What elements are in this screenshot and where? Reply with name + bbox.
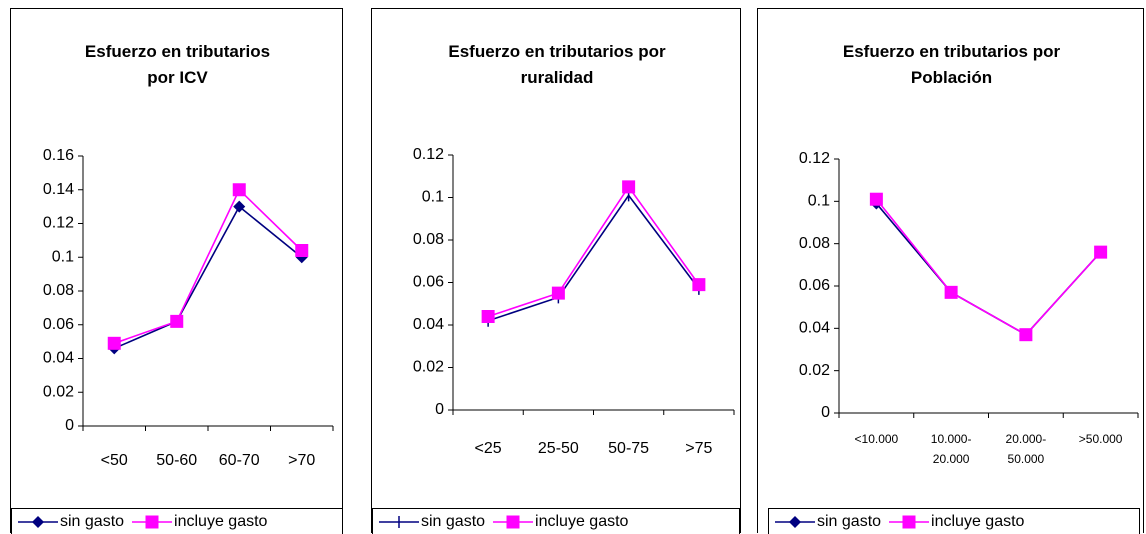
data-point [692, 278, 706, 292]
legend-marker [902, 515, 916, 528]
y-tick-label: 0.04 [413, 316, 444, 333]
y-tick-label: 0 [435, 401, 444, 418]
y-tick-label: 0.16 [43, 147, 74, 164]
legend-swatch [379, 515, 419, 528]
x-tick-label: >75 [685, 440, 713, 457]
legend-marker [789, 515, 801, 528]
y-tick-label: 0.06 [413, 274, 444, 291]
legend-label: incluye gasto [931, 512, 1025, 530]
chart-title: Esfuerzo en tributarios por ruralidad [448, 42, 666, 87]
data-point [233, 200, 246, 213]
data-point [170, 314, 184, 328]
data-point [1094, 245, 1108, 259]
legend: sin gasto incluye gasto [372, 508, 740, 534]
legend-marker [506, 515, 520, 528]
legend-label: incluye gasto [174, 512, 268, 530]
data-point [551, 286, 565, 300]
plot: 0 0.02 0.04 0.06 0.08 0.1 0.12 [413, 146, 735, 418]
x-tick-label: >70 [288, 452, 316, 469]
y-tick-label: 0.12 [43, 215, 74, 232]
x-tick-label: 50-60 [156, 452, 198, 469]
y-tick-label: 0 [65, 417, 74, 434]
legend-swatch [493, 515, 534, 528]
data-point [622, 180, 636, 194]
legend: sin gasto incluye gasto [768, 508, 1140, 534]
x-tick-label: <25 [474, 440, 502, 457]
legend: sin gasto incluye gasto [11, 508, 343, 534]
y-tick-label: 0.08 [799, 235, 830, 252]
x-tick-label: 10.000- 20.000 [930, 432, 972, 466]
legend-label: sin gasto [817, 512, 882, 530]
y-tick-label: 0.1 [52, 248, 74, 265]
legend-label: sin gasto [60, 512, 125, 530]
data-point [295, 244, 309, 257]
y-tick-label: 0 [821, 404, 830, 421]
x-tick-label: 60-70 [218, 452, 260, 469]
y-tick-label: 0.06 [43, 316, 74, 333]
y-tick-label: 0.1 [808, 193, 830, 210]
legend-swatch [889, 515, 930, 528]
legend-label: sin gasto [421, 512, 486, 530]
legend-swatch [132, 515, 173, 528]
chart-title: Esfuerzo en tributarios por Población [842, 42, 1061, 87]
x-tick-label: 50-75 [608, 440, 650, 457]
series-line [875, 198, 1102, 336]
plot: 0 0.02 0.04 0.06 0.08 0.1 0.12 0.14 0.16 [43, 147, 334, 434]
data-point [107, 336, 121, 350]
chart-panel: Esfuerzo en tributarios por ruralidad 0 0.… [371, 8, 741, 534]
series-line [875, 202, 1102, 336]
chart-panel: Esfuerzo en tributarios por Población 0 0.… [757, 8, 1144, 534]
data-point [481, 310, 495, 323]
y-tick-label: 0.02 [43, 383, 74, 400]
y-tick-label: 0.04 [43, 350, 74, 367]
chart-panel: Esfuerzo en tributarios por ICV 0 0.02 0.04… [10, 8, 343, 534]
y-tick-label: 0.02 [799, 362, 830, 379]
plot: 0 0.02 0.04 0.06 0.08 0.1 0.12 [799, 150, 1139, 421]
legend-label: incluye gasto [535, 512, 629, 530]
series-line [487, 194, 700, 322]
y-tick-label: 0.12 [799, 150, 830, 167]
y-tick-label: 0.06 [799, 277, 830, 294]
x-tick-label: 20.000- 50.000 [1005, 432, 1047, 466]
y-tick-label: 0.02 [413, 359, 444, 376]
legend-marker [145, 515, 159, 528]
y-tick-label: 0.08 [43, 282, 74, 299]
data-point [232, 183, 246, 197]
data-point [1019, 328, 1033, 342]
x-tick-label: <10.000 [854, 432, 899, 446]
y-tick-label: 0.14 [43, 181, 74, 198]
x-tick-label: >50.000 [1078, 432, 1123, 446]
legend-swatch [18, 515, 58, 528]
y-tick-label: 0.08 [413, 231, 444, 248]
legend-marker [32, 515, 44, 528]
x-tick-label: 25-50 [537, 440, 579, 457]
chart-title: Esfuerzo en tributarios por ICV [84, 42, 271, 87]
series-line [487, 185, 700, 318]
series-line [113, 188, 303, 345]
data-point [869, 192, 883, 206]
data-point [944, 285, 958, 299]
legend-swatch [775, 515, 815, 528]
y-tick-label: 0.12 [413, 146, 444, 163]
y-tick-label: 0.04 [799, 320, 830, 337]
series-line [113, 205, 303, 350]
y-tick-label: 0.1 [422, 189, 444, 206]
x-tick-label: <50 [100, 452, 128, 469]
